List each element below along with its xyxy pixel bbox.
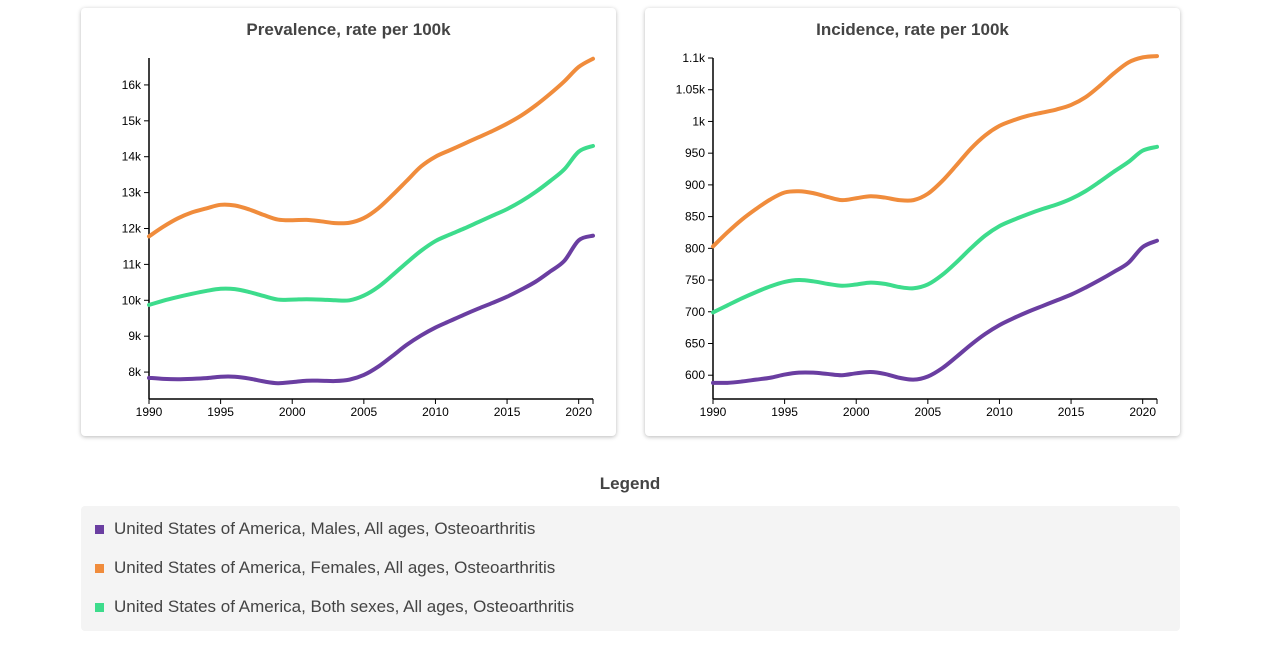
y-tick-label: 950 — [685, 146, 705, 160]
y-tick-label: 750 — [685, 273, 705, 287]
x-tick-label: 1995 — [771, 405, 798, 419]
x-tick-label: 2015 — [1058, 405, 1085, 419]
prevalence-chart-card: Prevalence, rate per 100k 8k 9k 10k 11k 12k 1… — [81, 8, 616, 436]
x-tick-label: 1995 — [207, 405, 234, 419]
series-line-males — [147, 233, 595, 386]
x-tick-label: 2000 — [279, 405, 306, 419]
legend-item-males: United States of America, Males, All age… — [95, 518, 535, 540]
x-tick-label: 2010 — [986, 405, 1013, 419]
incidence-chart: 600 650 700 750 800 850 900 950 1k 1.05k 1.1k 1990 1… — [676, 51, 1159, 419]
y-tick-label: 16k — [122, 78, 142, 92]
legend-swatch — [95, 563, 104, 573]
incidence-chart-card: Incidence, rate per 100k 600 650 700 750 800… — [645, 8, 1180, 436]
legend-swatch — [95, 524, 104, 534]
y-tick-label: 8k — [128, 365, 142, 379]
y-tick-label: 9k — [128, 329, 142, 343]
legend-title: Legend — [599, 474, 661, 493]
x-tick-label: 2020 — [1129, 405, 1156, 419]
x-tick-label: 2015 — [494, 405, 521, 419]
legend-swatch — [95, 602, 104, 612]
legend-label: United States of America, Females, All a… — [114, 558, 556, 577]
x-tick-label: 2005 — [350, 405, 377, 419]
y-tick-label: 1.05k — [676, 83, 706, 97]
legend-item-females: United States of America, Females, All a… — [95, 557, 555, 579]
prevalence-chart: 8k 9k 10k 11k 12k 13k 14k 15k 16k 1990 1995 2000 200… — [122, 56, 595, 419]
y-tick-label: 1k — [692, 114, 706, 128]
chart-title: Incidence, rate per 100k — [816, 20, 1009, 39]
legend: United States of America, Males, All age… — [81, 506, 1180, 631]
x-tick-label: 1990 — [700, 405, 727, 419]
y-tick-label: 800 — [685, 241, 705, 255]
legend-item-both-sexes: United States of America, Both sexes, Al… — [95, 596, 574, 618]
chart-title: Prevalence, rate per 100k — [246, 20, 451, 39]
y-tick-label: 13k — [122, 186, 142, 200]
series-line-both-sexes — [711, 144, 1159, 315]
series-line-females — [711, 54, 1159, 249]
legend-label: United States of America, Males, All age… — [114, 519, 536, 538]
y-tick-label: 900 — [685, 178, 705, 192]
y-tick-label: 11k — [123, 257, 142, 271]
y-tick-label: 650 — [685, 336, 705, 350]
series-line-males — [711, 238, 1159, 385]
y-tick-label: 12k — [122, 222, 142, 236]
y-tick-label: 1.1k — [682, 51, 706, 65]
y-tick-label: 700 — [685, 305, 705, 319]
y-tick-label: 14k — [122, 150, 142, 164]
series-line-females — [147, 56, 595, 239]
x-tick-label: 2000 — [843, 405, 870, 419]
x-tick-label: 2010 — [422, 405, 449, 419]
y-tick-label: 850 — [685, 210, 705, 224]
y-tick-label: 600 — [685, 368, 705, 382]
x-tick-label: 1990 — [136, 405, 163, 419]
series-line-both-sexes — [147, 143, 595, 307]
x-tick-label: 2005 — [914, 405, 941, 419]
y-tick-label: 15k — [122, 114, 142, 128]
y-tick-label: 10k — [122, 293, 142, 307]
legend-label: United States of America, Both sexes, Al… — [114, 597, 575, 616]
x-tick-label: 2020 — [565, 405, 592, 419]
